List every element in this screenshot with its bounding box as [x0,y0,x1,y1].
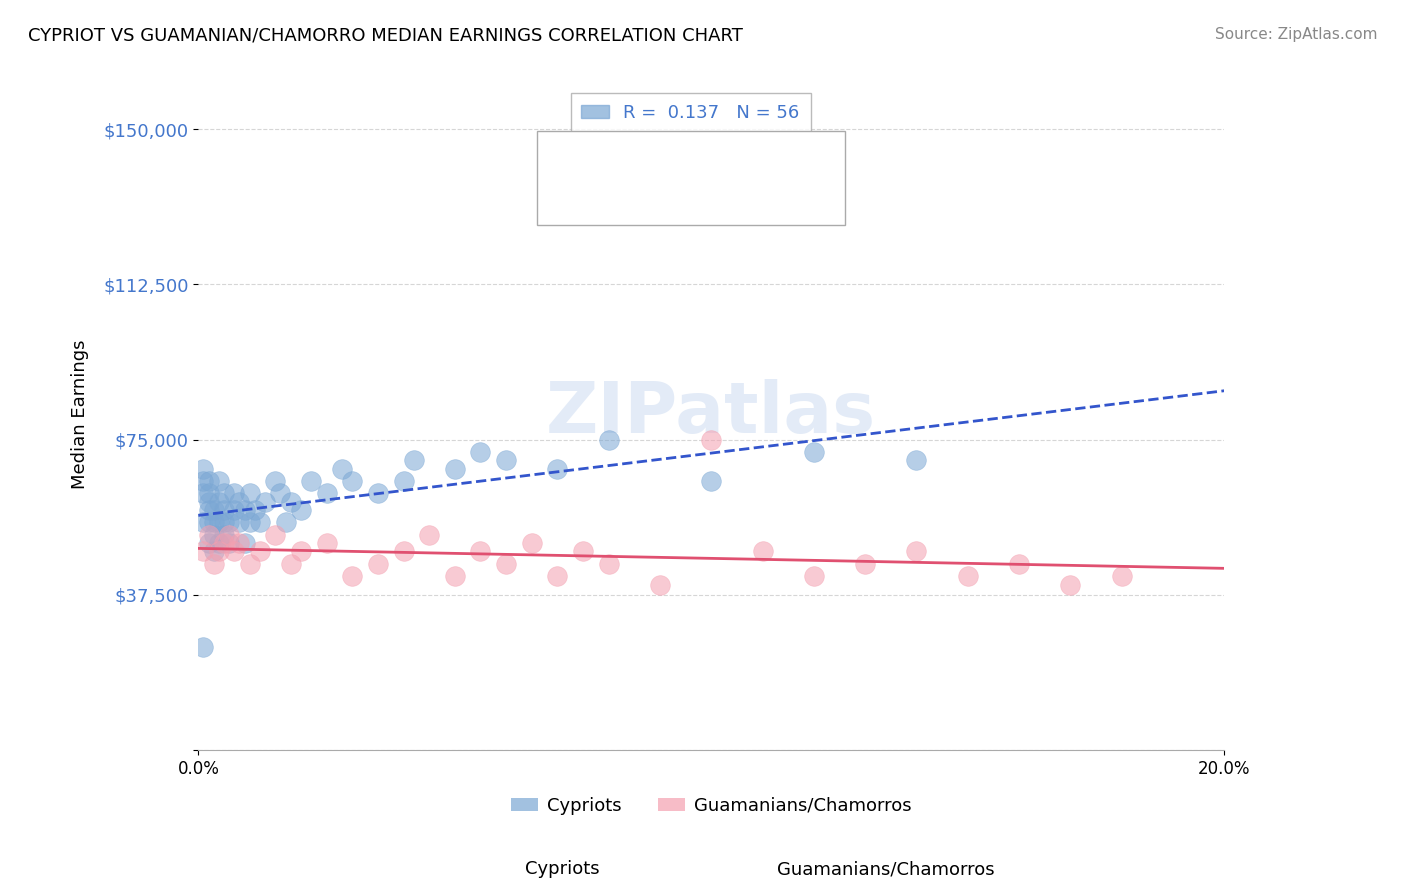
Point [392,474,415,488]
Y-axis label: Median Earnings: Median Earnings [72,339,89,489]
Point [1111,569,1133,583]
Point [700,433,723,447]
Point [290,503,312,517]
Point [208,544,231,558]
Point [751,544,773,558]
Point [470,544,492,558]
Point [264,528,287,542]
Point [202,528,225,542]
Point [197,536,219,550]
Point [280,494,302,508]
Point [280,557,302,571]
Point [193,461,215,475]
Point [290,544,312,558]
Point [1008,557,1031,571]
Point [253,494,276,508]
Point [598,433,620,447]
Text: ZIPatlas: ZIPatlas [546,379,876,449]
Point [218,516,240,530]
Point [202,544,225,558]
Text: Source: ZipAtlas.com: Source: ZipAtlas.com [1215,27,1378,42]
Point [212,503,235,517]
Point [193,640,215,654]
Point [197,474,219,488]
Point [249,516,271,530]
Point [212,516,235,530]
Point [367,486,389,500]
Point [330,461,353,475]
Point [648,577,671,591]
Point [546,569,568,583]
Point [239,557,262,571]
Point [392,544,415,558]
Point [197,528,219,542]
Point [228,536,250,550]
Point [315,536,337,550]
Point [224,544,246,558]
Point [239,486,262,500]
FancyBboxPatch shape [537,131,845,226]
Point [598,557,620,571]
Point [495,453,517,467]
Legend: Cypriots, Guamanians/Chamorros: Cypriots, Guamanians/Chamorros [503,789,918,822]
Point [905,544,928,558]
Point [299,474,322,488]
Point [803,569,825,583]
Point [212,536,235,550]
Point [208,536,231,550]
Point [470,445,492,459]
Text: CYPRIOT VS GUAMANIAN/CHAMORRO MEDIAN EARNINGS CORRELATION CHART: CYPRIOT VS GUAMANIAN/CHAMORRO MEDIAN EAR… [28,27,742,45]
Point [197,494,219,508]
Point [197,516,219,530]
Point [193,474,215,488]
Text: Cypriots: Cypriots [524,860,600,878]
Point [208,494,231,508]
Point [212,486,235,500]
Point [202,557,225,571]
Point [274,516,297,530]
Point [224,503,246,517]
Point [418,528,440,542]
Point [197,486,219,500]
Point [367,557,389,571]
Point [315,486,337,500]
Point [546,461,568,475]
Point [269,486,291,500]
Point [208,516,231,530]
Point [853,557,876,571]
Point [239,516,262,530]
Point [803,445,825,459]
Point [193,544,215,558]
Point [224,486,246,500]
Point [218,536,240,550]
Point [233,536,256,550]
Point [208,474,231,488]
Point [443,461,465,475]
Point [228,494,250,508]
Point [520,536,543,550]
Point [193,486,215,500]
Point [218,528,240,542]
Point [212,528,235,542]
Point [572,544,595,558]
Point [905,453,928,467]
Point [495,557,517,571]
Text: Guamanians/Chamorros: Guamanians/Chamorros [778,860,994,878]
Point [264,474,287,488]
Point [342,474,364,488]
Point [193,516,215,530]
Point [228,516,250,530]
Point [202,516,225,530]
Point [402,453,425,467]
Point [700,474,723,488]
Point [342,569,364,583]
Point [233,503,256,517]
Point [956,569,979,583]
Point [197,503,219,517]
Point [249,544,271,558]
Point [243,503,266,517]
Point [443,569,465,583]
Point [1059,577,1081,591]
Point [202,503,225,517]
